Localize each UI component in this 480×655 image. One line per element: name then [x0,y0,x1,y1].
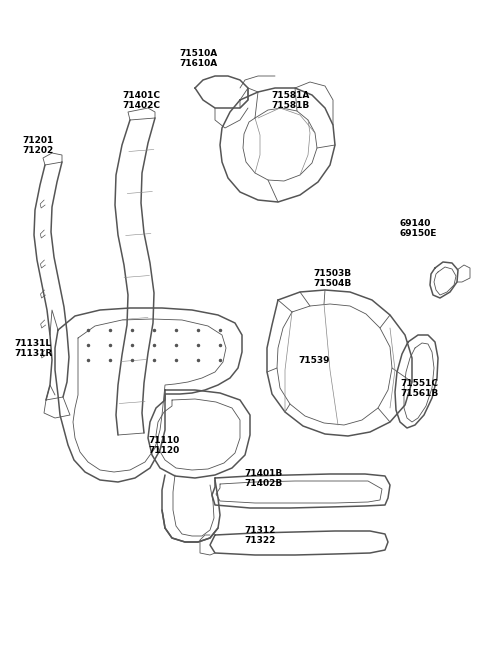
Text: 71401B
71402B: 71401B 71402B [244,468,282,488]
Text: 71581A
71581B: 71581A 71581B [271,90,310,110]
Text: 71110
71120: 71110 71120 [148,436,179,455]
Text: 71551C
71561B: 71551C 71561B [400,379,438,398]
Text: 71510A
71610A: 71510A 71610A [179,48,217,68]
Text: 71312
71322: 71312 71322 [244,525,276,545]
Text: 71503B
71504B: 71503B 71504B [313,269,351,288]
Text: 71401C
71402C: 71401C 71402C [122,90,160,110]
Text: 69140
69150E: 69140 69150E [400,219,437,238]
Text: 71131L
71131R: 71131L 71131R [14,339,52,358]
Text: 71201
71202: 71201 71202 [22,136,53,155]
Text: 71539: 71539 [298,356,329,365]
